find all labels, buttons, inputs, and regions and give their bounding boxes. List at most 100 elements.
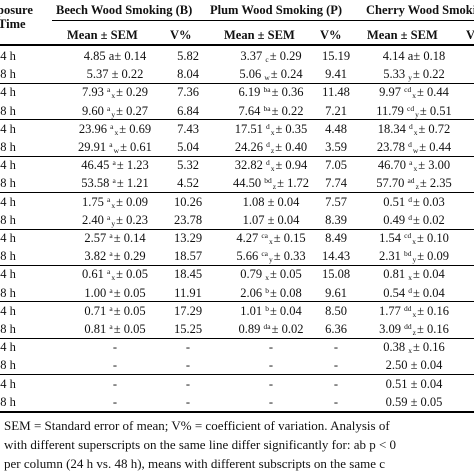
cell-text: 2.57 xyxy=(84,231,110,245)
superscript: a xyxy=(109,140,113,149)
cell-c: 0.54 d± 0.04 xyxy=(352,284,474,302)
cell-text: ± 0.72 xyxy=(418,121,451,136)
cell-text: - xyxy=(112,358,118,373)
cell-text: ± 0.18 xyxy=(413,49,446,63)
row-header-label-line2: Time xyxy=(0,17,26,31)
superscript: a xyxy=(107,267,111,277)
cell-text: ± 0.36 xyxy=(271,85,304,100)
cell-bv: 7.43 xyxy=(177,121,199,136)
cell-text: 57.70 xyxy=(376,176,408,191)
subscript: x xyxy=(408,346,412,356)
cell-b: 5.37 ± 0.22 xyxy=(55,65,175,83)
superscript: d xyxy=(265,158,270,168)
cell-p: 1.08 ± 0.04 xyxy=(212,193,330,211)
cell-text: 1.54 xyxy=(379,231,405,245)
subscript: z xyxy=(412,328,416,337)
cell-text: ± 0.08 xyxy=(269,285,302,300)
cell-bv: 23.78 xyxy=(173,212,203,227)
cell-bv: - xyxy=(185,340,191,355)
cell-text: ± 0.22 xyxy=(271,103,304,118)
cell-text: ± 0.02 xyxy=(412,212,445,227)
cell-pv: 7.21 xyxy=(325,103,347,118)
subscript: z xyxy=(270,146,275,155)
cell-text: 46.45 xyxy=(81,158,113,173)
subscript: x xyxy=(412,237,416,246)
col-header-beech-mean: Mean ± SEM xyxy=(67,28,138,42)
row-group-separator xyxy=(0,82,474,84)
cell-bv: - xyxy=(185,376,191,391)
cell-t: 48 h xyxy=(0,322,16,336)
subscript: x xyxy=(413,127,418,137)
cell-p: 44.50 bdz± 1.72 xyxy=(212,174,330,192)
cell-pv: 8.39 xyxy=(325,212,347,227)
cell-p: 0.79 x± 0.05 xyxy=(212,265,330,283)
subscript: x xyxy=(270,127,275,137)
cell-text: 0.54 xyxy=(383,285,409,300)
cell-bv: 4.52 xyxy=(177,176,199,191)
cell-text: - xyxy=(268,340,274,355)
cell-c: 5.33 y± 0.22 xyxy=(352,65,474,83)
superscript: d xyxy=(266,140,270,149)
subscript: z xyxy=(415,182,419,192)
cell-text: ± 0.16 xyxy=(416,322,449,336)
cell-bv: 5.04 xyxy=(177,140,199,154)
cell-text: 18.34 xyxy=(377,121,409,136)
superscript: d xyxy=(408,140,412,149)
cell-p: 1.07 ± 0.04 xyxy=(212,211,330,229)
cell-bv: 5.82 xyxy=(177,49,199,63)
subscript: y xyxy=(111,218,116,228)
cell-text: 0.51 xyxy=(383,194,409,209)
cell-pv: 15.08 xyxy=(321,267,351,282)
cell-text: ± 0.05 xyxy=(113,322,146,336)
cell-text: - xyxy=(112,340,118,355)
cell-text: 17.51 xyxy=(234,121,266,136)
cell-text: 11.79 xyxy=(376,103,408,118)
cell-text: ± 0.14 xyxy=(114,49,147,63)
cell-pv: - xyxy=(333,340,339,355)
superscript: a xyxy=(109,249,113,259)
cell-text: 2.31 xyxy=(378,249,404,264)
cell-t: 48 h xyxy=(0,103,16,118)
cell-text: 4.85 xyxy=(83,49,109,63)
superscript: da xyxy=(263,322,271,331)
cell-text: 4.14 xyxy=(382,49,408,63)
cell-c: 0.59 ± 0.05 xyxy=(352,393,474,411)
cell-text: ± 0.35 xyxy=(275,121,308,136)
cell-text: 0.49 xyxy=(383,212,409,227)
cell-text: 0.51 ± 0.04 xyxy=(385,376,443,391)
cell-text: ± 0.16 xyxy=(417,303,450,318)
cell-text: ± 0.24 xyxy=(270,67,303,82)
cell-pv: 15.19 xyxy=(321,49,351,63)
superscript: d xyxy=(265,121,270,131)
superscript: ca xyxy=(261,231,269,240)
cell-bv: 15.25 xyxy=(173,322,203,336)
superscript: d xyxy=(408,285,412,295)
cell-text: 7.64 xyxy=(238,103,264,118)
col-header-plum-v: V% xyxy=(320,28,342,42)
row-group-separator xyxy=(0,301,474,303)
cell-t: 48 h xyxy=(0,67,16,82)
subscript: x xyxy=(265,273,269,283)
cell-p: 5.66 cay± 0.33 xyxy=(212,247,330,265)
cell-c: 2.31 bdy± 0.09 xyxy=(352,247,474,265)
cell-t: 24 h xyxy=(0,340,16,355)
superscript: a xyxy=(110,121,114,131)
cell-p: 4.27 cax± 0.15 xyxy=(212,229,330,247)
cell-c: 3.09 ddz± 0.16 xyxy=(352,320,474,338)
cell-text: ± 0.61 xyxy=(120,140,152,154)
cell-b: 0.81 a± 0.05 xyxy=(55,320,175,338)
cell-text: ± 0.40 xyxy=(275,140,308,154)
cell-c: 0.81 x± 0.04 xyxy=(352,265,474,283)
subscript: x xyxy=(412,91,416,101)
subscript: y xyxy=(415,109,419,119)
cell-text: 1.77 xyxy=(378,303,404,318)
subscript: y xyxy=(269,255,273,265)
cell-t: 48 h xyxy=(0,140,16,154)
superscript: a xyxy=(109,231,113,240)
cell-text: ± 0.29 xyxy=(116,85,148,100)
cell-c: 4.14 a± 0.18 xyxy=(352,47,474,65)
cell-text: ± 2.35 xyxy=(419,176,452,191)
cell-p: - xyxy=(212,338,330,356)
row-group-separator xyxy=(0,119,474,121)
subscript: x xyxy=(412,309,417,319)
